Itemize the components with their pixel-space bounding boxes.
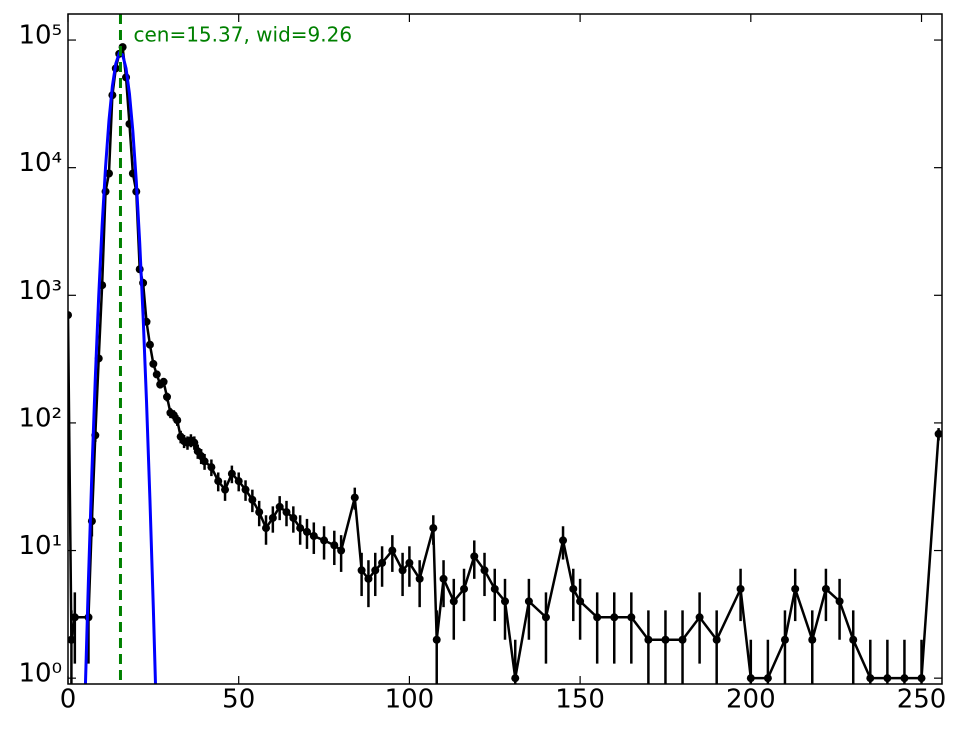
data-point bbox=[398, 566, 407, 575]
y-tick-label: 10⁰ bbox=[18, 659, 62, 689]
data-point bbox=[524, 597, 533, 606]
data-point bbox=[152, 370, 161, 379]
data-point bbox=[371, 566, 380, 575]
data-point bbox=[388, 546, 397, 555]
data-point bbox=[227, 469, 236, 478]
data-point bbox=[439, 574, 448, 583]
x-tick-label: 200 bbox=[726, 685, 776, 715]
data-point bbox=[736, 584, 745, 593]
data-point bbox=[490, 584, 499, 593]
data-point bbox=[821, 584, 830, 593]
data-point bbox=[866, 674, 875, 683]
data-point bbox=[480, 566, 489, 575]
data-point bbox=[241, 485, 250, 494]
data-point bbox=[569, 584, 578, 593]
x-tick-label: 250 bbox=[897, 685, 947, 715]
data-point bbox=[309, 531, 318, 540]
data-point bbox=[262, 524, 271, 533]
data-point bbox=[934, 429, 942, 438]
x-tick-label: 150 bbox=[555, 685, 605, 715]
data-point bbox=[275, 502, 284, 511]
data-point bbox=[337, 546, 346, 555]
data-point bbox=[330, 541, 339, 550]
data-point bbox=[207, 463, 216, 472]
data-point bbox=[234, 477, 243, 486]
data-point bbox=[268, 513, 277, 522]
data-point bbox=[296, 524, 305, 533]
data-point bbox=[364, 574, 373, 583]
data-point bbox=[405, 558, 414, 567]
data-point bbox=[576, 597, 585, 606]
axes: 0 50 100 150 200 250 10⁰ 10¹ 10² 10³ 10⁴ 10⁵ cen=15.… bbox=[18, 14, 946, 715]
y-tick-label: 10⁵ bbox=[18, 21, 62, 51]
data-point bbox=[214, 477, 223, 486]
data-point bbox=[849, 635, 858, 644]
x-tick-label: 50 bbox=[222, 685, 255, 715]
data-point bbox=[190, 438, 199, 447]
data-point bbox=[808, 635, 817, 644]
annotation: cen=15.37, wid=9.26 bbox=[133, 23, 352, 47]
data-point bbox=[432, 635, 441, 644]
data-point bbox=[248, 495, 257, 504]
data-point bbox=[255, 508, 264, 517]
data-point bbox=[610, 613, 619, 622]
data-point bbox=[835, 597, 844, 606]
data-point bbox=[712, 635, 721, 644]
data-point bbox=[763, 674, 772, 683]
data-point bbox=[173, 416, 182, 425]
data-point bbox=[320, 536, 329, 545]
data-point bbox=[68, 635, 76, 644]
data-point bbox=[460, 584, 469, 593]
data-point bbox=[541, 613, 550, 622]
data-point bbox=[780, 635, 789, 644]
data-point bbox=[678, 635, 687, 644]
data-point bbox=[159, 377, 168, 386]
data-point bbox=[415, 574, 424, 583]
data-point bbox=[900, 674, 909, 683]
data-point bbox=[695, 613, 704, 622]
plot-area bbox=[68, 14, 942, 684]
y-tick-label: 10³ bbox=[18, 276, 62, 306]
x-tick-label: 100 bbox=[385, 685, 435, 715]
data-point bbox=[149, 359, 158, 368]
data-point bbox=[145, 340, 154, 349]
data-point bbox=[661, 635, 670, 644]
axes-frame bbox=[67, 13, 943, 685]
data-point bbox=[357, 566, 366, 575]
y-tick-label: 10⁴ bbox=[18, 148, 62, 178]
data-point bbox=[470, 552, 479, 561]
data-point bbox=[350, 493, 359, 502]
data-point bbox=[627, 613, 636, 622]
data-point bbox=[302, 527, 311, 536]
data-point bbox=[559, 536, 568, 545]
data-point bbox=[511, 674, 520, 683]
data-point bbox=[104, 169, 113, 178]
data-point bbox=[593, 613, 602, 622]
data-point bbox=[883, 674, 892, 683]
data-point bbox=[68, 311, 72, 320]
data-point bbox=[449, 597, 458, 606]
data-point bbox=[221, 485, 230, 494]
x-tick-label: 0 bbox=[60, 685, 77, 715]
data-point bbox=[378, 558, 387, 567]
data-point bbox=[163, 392, 172, 401]
data-point bbox=[791, 584, 800, 593]
data-point bbox=[200, 457, 209, 466]
data-point bbox=[429, 524, 438, 533]
data-point bbox=[289, 513, 298, 522]
y-tick-label: 10¹ bbox=[18, 531, 62, 561]
data-point bbox=[70, 613, 79, 622]
y-tick-label: 10² bbox=[18, 403, 62, 433]
data-point bbox=[501, 597, 509, 606]
data-point bbox=[282, 508, 291, 517]
data-point bbox=[644, 635, 653, 644]
